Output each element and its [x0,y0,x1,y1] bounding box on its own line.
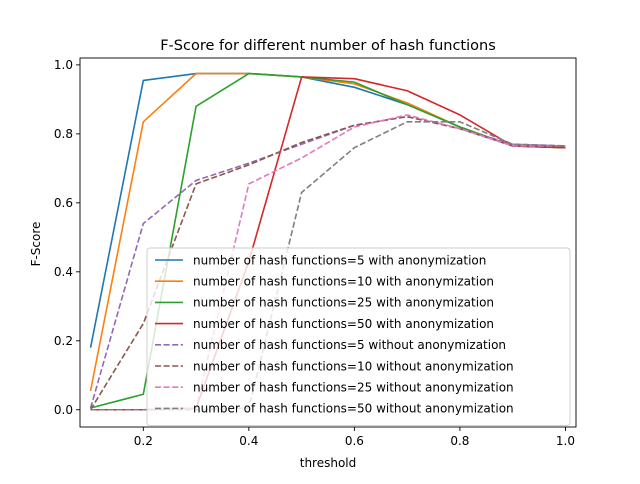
legend-box [146,247,571,427]
legend-label-7: number of hash functions=25 without anon… [193,381,514,395]
y-tick-label: 0.0 [54,403,73,417]
plot-frame [79,57,577,428]
x-tick-label: 0.2 [134,434,153,448]
legend: number of hash functions=5 with anonymiz… [146,247,571,427]
y-tick-label: 0.6 [54,196,73,210]
legend-label-5: number of hash functions=5 without anony… [193,338,506,352]
x-tick-label: 1.0 [556,434,575,448]
y-tick-label: 0.8 [54,127,73,141]
x-tick-label: 0.8 [450,434,469,448]
chart-title: F-Score for different number of hash fun… [160,38,496,54]
x-tick-label: 0.4 [239,434,258,448]
axes-layer: 0.2 0.4 0.6 0.8 1.0 0.0 0.2 0.4 0.6 0.8 1.0 [54,57,577,448]
x-tick-label: 0.6 [345,434,364,448]
legend-label-1: number of hash functions=5 with anonymiz… [193,253,486,267]
series-line-5 [89,115,566,409]
legend-label-2: number of hash functions=10 with anonymi… [193,275,494,289]
y-axis-label: F-Score [29,222,43,267]
legend-label-6: number of hash functions=10 without anon… [193,359,514,373]
y-tick-label: 1.0 [54,58,73,72]
legend-label-8: number of hash functions=50 without anon… [193,402,514,416]
y-tick-label: 0.4 [54,265,73,279]
x-axis-label: threshold [300,456,357,470]
y-tick-label: 0.2 [54,334,73,348]
legend-label-3: number of hash functions=25 with anonymi… [193,296,494,310]
legend-label-4: number of hash functions=50 with anonymi… [193,317,494,331]
